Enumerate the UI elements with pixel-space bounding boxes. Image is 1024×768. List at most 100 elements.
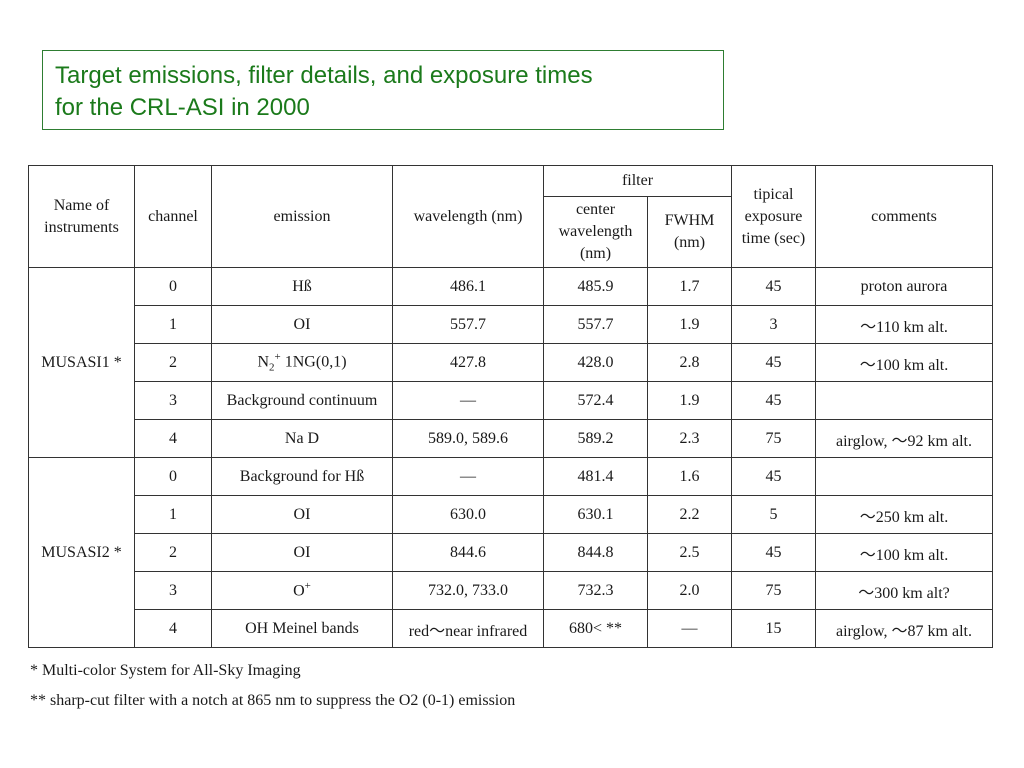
exposure-cell: 45 xyxy=(731,267,816,306)
fwhm-cell: 1.9 xyxy=(647,305,732,344)
wavelength-cell: — xyxy=(392,457,544,496)
table-row: 2 OI 844.6 844.8 2.5 45 ～100 km alt. xyxy=(29,533,993,572)
channel-cell: 4 xyxy=(134,419,212,458)
channel-cell: 1 xyxy=(134,495,212,534)
table-row: 3 O+ 732.0, 733.0 732.3 2.0 75 ～300 km alt? xyxy=(29,571,993,610)
emission-superscript: + xyxy=(304,580,311,593)
comments-cell xyxy=(815,457,993,496)
exposure-cell: 15 xyxy=(731,609,816,648)
header-center-wavelength: center wavelength (nm) xyxy=(543,196,648,268)
title-box: Target emissions, filter details, and ex… xyxy=(42,50,724,130)
center-wavelength-cell: 680< ** xyxy=(543,609,648,648)
fwhm-cell: 1.7 xyxy=(647,267,732,306)
header-filter: filter xyxy=(543,165,732,197)
channel-cell: 3 xyxy=(134,571,212,610)
emission-cell: Na D xyxy=(211,419,393,458)
wavelength-cell: red～near infrared xyxy=(392,609,544,648)
center-wavelength-cell: 557.7 xyxy=(543,305,648,344)
fwhm-cell: 1.6 xyxy=(647,457,732,496)
channel-cell: 0 xyxy=(134,267,212,306)
comments-cell: airglow, ～92 km alt. xyxy=(815,419,993,458)
center-wavelength-cell: 572.4 xyxy=(543,381,648,420)
channel-cell: 1 xyxy=(134,305,212,344)
footnote-1: * Multi-color System for All-Sky Imaging xyxy=(30,662,301,679)
wavelength-cell: — xyxy=(392,381,544,420)
emission-cell: O+ xyxy=(211,571,393,610)
table-row: 4 OH Meinel bands red～near infrared 680< **… xyxy=(29,609,993,648)
exposure-cell: 5 xyxy=(731,495,816,534)
header-instrument: Name of instruments xyxy=(28,165,135,268)
table-row: 1 OI 557.7 557.7 1.9 3 ～110 km alt. xyxy=(29,305,993,344)
wavelength-cell: 486.1 xyxy=(392,267,544,306)
exposure-cell: 3 xyxy=(731,305,816,344)
exposure-cell: 45 xyxy=(731,457,816,496)
wavelength-cell: 732.0, 733.0 xyxy=(392,571,544,610)
exposure-cell: 45 xyxy=(731,381,816,420)
fwhm-cell: 2.8 xyxy=(647,343,732,382)
table-row: 3 Background continuum —572.4 1.9 45 xyxy=(29,381,993,420)
emission-base: O xyxy=(293,582,305,600)
center-wavelength-cell: 732.3 xyxy=(543,571,648,610)
table-row: MUSASI2 * 0 Background for Hß —481.4 1.6 45 xyxy=(28,457,993,648)
exposure-cell: 45 xyxy=(731,533,816,572)
table-row: 1 OI 630.0 630.1 2.2 5 ～250 km alt. xyxy=(29,495,993,534)
emission-cell: Hß xyxy=(211,267,393,306)
wavelength-cell: 630.0 xyxy=(392,495,544,534)
exposure-cell: 75 xyxy=(731,571,816,610)
emission-cell: N2+ 1NG(0,1) xyxy=(211,343,393,382)
wavelength-cell: 844.6 xyxy=(392,533,544,572)
center-wavelength-cell: 630.1 xyxy=(543,495,648,534)
header-channel: channel xyxy=(134,165,212,268)
footnote-2: ** sharp-cut filter with a notch at 865 … xyxy=(30,692,516,709)
emission-rest: 1NG(0,1) xyxy=(280,353,347,371)
center-wavelength-cell: 481.4 xyxy=(543,457,648,496)
fwhm-cell: 2.5 xyxy=(647,533,732,572)
channel-cell: 0 xyxy=(134,457,212,496)
emission-cell: Background continuum xyxy=(211,381,393,420)
emission-subscript: 2 xyxy=(269,361,275,374)
fwhm-cell: 2.0 xyxy=(647,571,732,610)
center-wavelength-cell: 428.0 xyxy=(543,343,648,382)
table-row: 4 Na D 589.0, 589.6 589.2 2.3 75 airglow, ～92 … xyxy=(29,419,993,458)
table-row: 2 N2+ 1NG(0,1) 427.8 428.0 2.8 45 ～100 km alt. xyxy=(29,343,993,382)
comments-cell: ～110 km alt. xyxy=(815,305,993,344)
comments-cell: ～300 km alt? xyxy=(815,571,993,610)
emission-cell: OI xyxy=(211,533,393,572)
fwhm-cell: 2.3 xyxy=(647,419,732,458)
exposure-cell: 45 xyxy=(731,343,816,382)
wavelength-cell: 589.0, 589.6 xyxy=(392,419,544,458)
emissions-table: Name of instruments channel emission wav… xyxy=(28,165,993,648)
center-wavelength-cell: 589.2 xyxy=(543,419,648,458)
fwhm-cell: — xyxy=(647,609,732,648)
wavelength-cell: 557.7 xyxy=(392,305,544,344)
comments-cell: airglow, ～87 km alt. xyxy=(815,609,993,648)
wavelength-cell: 427.8 xyxy=(392,343,544,382)
table-row: MUSASI1 * 0 Hß 486.1 485.9 1.7 45 proton aurora xyxy=(28,267,993,458)
channel-cell: 2 xyxy=(134,343,212,382)
header-comments: comments xyxy=(815,165,993,268)
fwhm-cell: 1.9 xyxy=(647,381,732,420)
center-wavelength-cell: 485.9 xyxy=(543,267,648,306)
fwhm-cell: 2.2 xyxy=(647,495,732,534)
emission-base: N xyxy=(257,353,270,371)
header-exposure: tipical exposure time (sec) xyxy=(731,165,816,268)
exposure-cell: 75 xyxy=(731,419,816,458)
header-emission: emission xyxy=(211,165,393,268)
emission-superscript: + xyxy=(274,351,281,364)
channel-cell: 4 xyxy=(134,609,212,648)
emission-cell: Background for Hß xyxy=(211,457,393,496)
instrument-cell: MUSASI2 * xyxy=(28,457,135,648)
channel-cell: 2 xyxy=(134,533,212,572)
center-wavelength-cell: 844.8 xyxy=(543,533,648,572)
header-fwhm: FWHM (nm) xyxy=(647,196,732,268)
emission-cell: OI xyxy=(211,305,393,344)
comments-cell: ～250 km alt. xyxy=(815,495,993,534)
comments-cell: ～100 km alt. xyxy=(815,343,993,382)
channel-cell: 3 xyxy=(134,381,212,420)
comments-cell: ～100 km alt. xyxy=(815,533,993,572)
emission-cell: OI xyxy=(211,495,393,534)
title-line-2: for the CRL-ASI in 2000 xyxy=(55,94,310,121)
instrument-cell: MUSASI1 * xyxy=(28,267,135,458)
title-line-1: Target emissions, filter details, and ex… xyxy=(55,62,593,89)
comments-cell: proton aurora xyxy=(815,267,993,306)
